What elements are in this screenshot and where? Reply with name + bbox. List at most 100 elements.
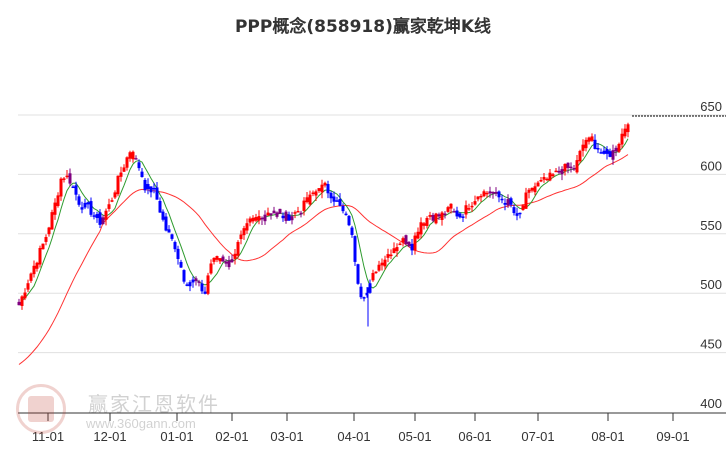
candle <box>518 212 522 215</box>
candle <box>410 243 414 251</box>
candle <box>194 278 198 282</box>
candle <box>296 211 300 213</box>
candle <box>179 261 183 268</box>
candle <box>623 128 627 137</box>
candle <box>272 210 276 214</box>
candle <box>161 211 165 220</box>
candle <box>131 151 135 160</box>
candle <box>452 211 456 213</box>
candle <box>317 188 321 192</box>
candle <box>41 243 45 250</box>
candle <box>98 212 102 225</box>
candle <box>278 208 282 214</box>
candle <box>455 210 459 217</box>
candle <box>242 228 246 236</box>
y-tick-label: 400 <box>700 396 722 411</box>
candle <box>308 194 312 205</box>
x-tick-label: 03-01 <box>270 429 303 444</box>
candle <box>521 205 525 211</box>
candle <box>467 208 471 210</box>
candle <box>173 242 177 250</box>
candle <box>125 157 129 168</box>
candle <box>497 191 501 198</box>
y-tick-label: 650 <box>700 99 722 114</box>
candle <box>503 202 507 205</box>
candle <box>458 213 462 218</box>
candle <box>596 148 600 150</box>
candle <box>353 236 357 262</box>
candle <box>335 200 339 202</box>
candle <box>473 201 477 205</box>
candle <box>509 198 513 205</box>
x-tick-label: 12-01 <box>93 429 126 444</box>
candle <box>266 212 270 216</box>
candle <box>386 254 390 258</box>
candle <box>494 191 498 194</box>
candle <box>119 172 123 177</box>
candle <box>269 213 273 216</box>
candle <box>392 248 396 254</box>
y-tick-label: 450 <box>700 337 722 352</box>
candle <box>263 214 267 222</box>
candle <box>158 200 162 213</box>
candle <box>548 172 552 181</box>
candle <box>401 238 405 243</box>
candle <box>578 150 582 162</box>
candle <box>176 248 180 259</box>
candle <box>251 217 255 222</box>
candle <box>35 262 39 269</box>
candle <box>515 213 519 216</box>
candle <box>128 152 132 159</box>
candle <box>506 199 510 206</box>
candle <box>482 191 486 197</box>
candle <box>593 139 597 149</box>
candle <box>245 223 249 231</box>
candle <box>233 253 237 259</box>
candles <box>17 122 630 327</box>
candle <box>470 205 474 208</box>
candle <box>425 217 429 226</box>
candle <box>416 231 420 239</box>
candle <box>140 171 144 178</box>
candle <box>569 166 573 169</box>
candle <box>431 214 435 221</box>
candle <box>227 260 231 268</box>
candle <box>137 162 141 169</box>
candle <box>614 147 618 152</box>
candle <box>587 137 591 142</box>
candle <box>389 254 393 257</box>
candle <box>47 227 51 235</box>
candle <box>212 257 216 262</box>
candle <box>206 275 210 294</box>
y-tick-label: 550 <box>700 218 722 233</box>
candle <box>56 195 60 206</box>
candle <box>122 167 126 172</box>
candle <box>203 291 207 294</box>
candle <box>398 243 402 246</box>
chart-title: PPP概念(858918)赢家乾坤K线 <box>234 17 492 37</box>
candle <box>80 207 84 210</box>
candle <box>170 234 174 239</box>
candle <box>626 124 630 133</box>
candle <box>197 281 201 283</box>
candle <box>83 202 87 208</box>
candle <box>479 195 483 198</box>
candle <box>191 279 195 283</box>
candle <box>107 204 111 209</box>
x-tick-label: 02-01 <box>215 429 248 444</box>
candle <box>413 235 417 251</box>
candle <box>545 178 549 181</box>
candle <box>443 213 447 216</box>
candle <box>74 185 78 195</box>
candle <box>557 170 561 173</box>
candle <box>314 191 318 196</box>
candle <box>44 237 48 242</box>
candle <box>584 139 588 149</box>
candle <box>329 192 333 199</box>
candle <box>563 163 567 172</box>
candle <box>551 174 555 177</box>
candle <box>491 192 495 194</box>
candle <box>65 175 69 178</box>
candle <box>38 248 42 265</box>
candle <box>368 283 372 293</box>
